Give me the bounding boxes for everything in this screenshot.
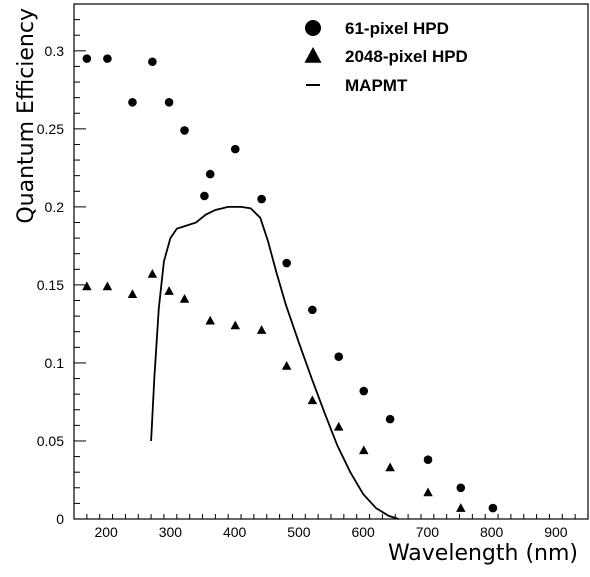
hpd61-point [488, 503, 498, 513]
y-tick-label: 0.3 [45, 43, 65, 59]
x-tick-label: 600 [351, 524, 375, 540]
hpd61-point [148, 57, 157, 67]
hpd2048-point [385, 462, 395, 472]
mapmt-curve [150, 206, 399, 520]
hpd2048-point [307, 395, 318, 405]
y-tick-label: 0.1 [45, 355, 65, 371]
hpd61-point [164, 98, 174, 107]
series-marks [82, 54, 498, 520]
x-axis-title: Wavelength (nm) [388, 541, 578, 566]
hpd2048-point [333, 421, 344, 431]
hpd2048-point [359, 445, 369, 455]
legend-circle-marker [305, 20, 321, 36]
legend: 61-pixel HPD 2048-pixel HPD MAPMT [304, 19, 468, 95]
hpd2048-point [147, 268, 158, 278]
hpd2048-point [102, 281, 113, 291]
y-axis-ticks: 0 0.05 0.1 0.15 0.2 0.25 0.3 [37, 3, 86, 527]
hpd2048-point [281, 361, 292, 370]
hpd61-point [334, 352, 344, 361]
hpd61-point [82, 54, 92, 63]
x-axis-ticks: 200 300 400 500 600 700 800 900 [73, 514, 589, 540]
hpd2048-point [179, 293, 190, 303]
hpd2048-point [82, 281, 92, 291]
hpd61-point [128, 98, 137, 107]
hpd2048-point [164, 286, 174, 295]
legend-label: MAPMT [345, 76, 408, 95]
legend-label: 2048-pixel HPD [345, 47, 468, 66]
y-tick-label: 0 [56, 511, 64, 527]
y-tick-label: 0.05 [37, 433, 64, 449]
hpd2048-point [423, 487, 433, 497]
legend-triangle-marker [304, 47, 322, 63]
y-tick-label: 0.2 [45, 199, 65, 215]
x-tick-label: 800 [480, 524, 504, 540]
y-tick-label: 0.15 [37, 277, 64, 293]
plot-border [73, 3, 589, 520]
x-tick-label: 700 [416, 524, 440, 540]
x-tick-label: 900 [544, 524, 568, 540]
hpd2048-point [127, 289, 138, 299]
hpd61-point [385, 414, 395, 424]
legend-label: 61-pixel HPD [345, 19, 449, 38]
x-tick-label: 300 [159, 524, 183, 540]
hpd2048-point [230, 320, 241, 330]
hpd61-point [103, 54, 112, 63]
y-tick-label: 0.25 [37, 121, 64, 137]
hpd2048-point [205, 315, 215, 325]
hpd61-point [257, 194, 266, 204]
hpd61-point [456, 483, 466, 493]
x-tick-label: 400 [223, 524, 247, 540]
hpd61-point [359, 386, 369, 396]
hpd61-point [308, 305, 317, 315]
y-axis-title: Quantum Efficiency [14, 8, 39, 224]
hpd61-point [230, 144, 240, 154]
hpd61-point [423, 455, 433, 464]
hpd61-point [205, 169, 215, 179]
hpd2048-point [456, 503, 466, 512]
hpd2048-point [256, 325, 267, 334]
plot-frame [73, 3, 589, 520]
x-tick-label: 500 [287, 524, 311, 540]
x-tick-label: 200 [94, 524, 118, 540]
hpd61-point [282, 258, 291, 268]
hpd61-point [180, 126, 189, 135]
hpd61-point [200, 191, 209, 201]
